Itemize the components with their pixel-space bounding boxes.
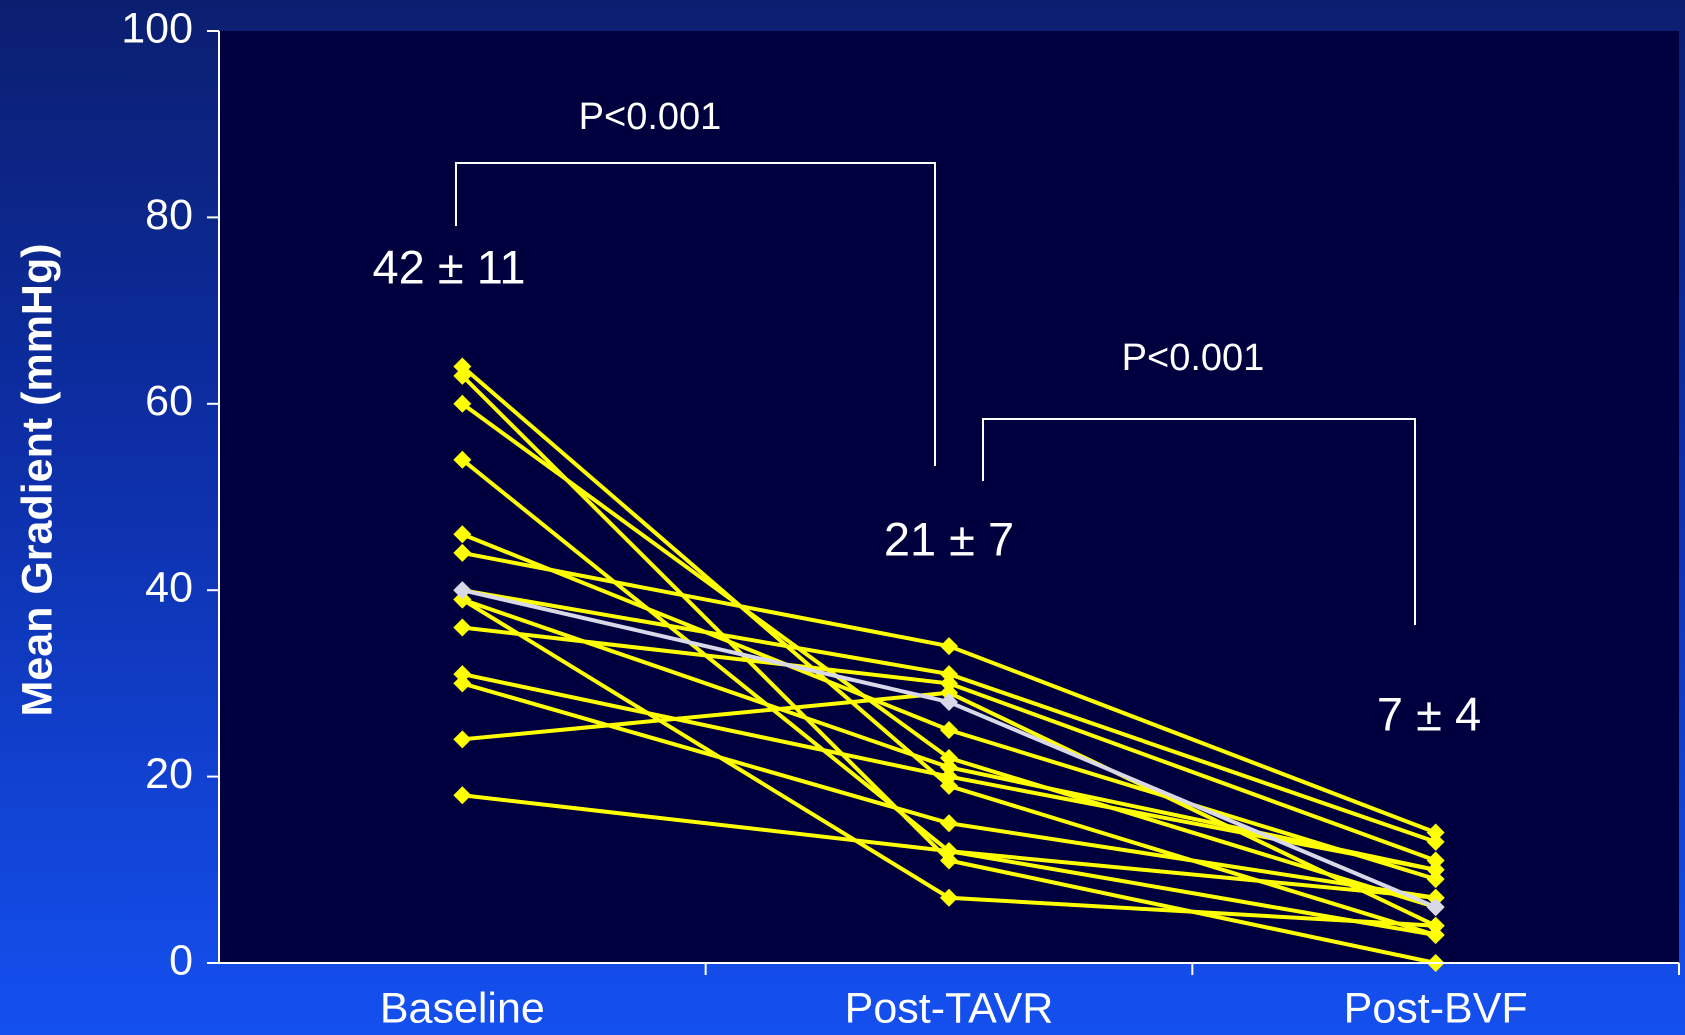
point-marker (940, 776, 958, 795)
point-marker (940, 721, 958, 739)
y-tick-label: 0 (169, 936, 193, 984)
bracket (982, 418, 1416, 625)
point-marker (453, 786, 472, 805)
point-marker (1426, 851, 1445, 870)
annotation: 42 ± 11 (373, 240, 526, 293)
point-marker (453, 543, 472, 562)
point-marker (940, 637, 958, 656)
x-tick-label: Post-TAVR (845, 984, 1054, 1032)
point-marker (453, 450, 472, 469)
annotation: 21 ± 7 (884, 512, 1014, 565)
annotation: 7 ± 4 (1377, 687, 1481, 740)
y-axis-label: Mean Gradient (mmHg) (13, 243, 61, 716)
point-marker (453, 525, 472, 544)
plot-area (219, 31, 1679, 963)
x-tick-label: Baseline (380, 984, 545, 1032)
point-marker (940, 674, 958, 693)
point-marker (1426, 860, 1445, 879)
point-marker (453, 581, 472, 600)
point-marker (1426, 898, 1445, 917)
y-tick-label: 100 (121, 4, 193, 52)
point-marker (1426, 870, 1445, 889)
annotation: P<0.001 (579, 96, 722, 138)
point-marker (940, 814, 958, 833)
point-marker (940, 888, 958, 907)
brackets (455, 162, 1416, 625)
point-marker (940, 851, 958, 870)
point-marker (1426, 823, 1445, 842)
y-tick-label: 60 (145, 377, 193, 425)
annotation: P<0.001 (1122, 337, 1265, 379)
point-marker (453, 366, 472, 385)
point-marker (453, 730, 472, 749)
point-marker (940, 693, 958, 712)
point-marker (453, 357, 472, 376)
bracket (455, 162, 936, 466)
point-marker (940, 683, 958, 702)
x-tick-label: Post-BVF (1344, 984, 1528, 1032)
y-tick-label: 20 (145, 750, 193, 798)
point-marker (453, 665, 472, 684)
data-layer (453, 357, 1445, 972)
point-marker (940, 758, 958, 777)
point-marker (1426, 916, 1445, 935)
point-marker (1426, 888, 1445, 907)
point-marker (940, 767, 958, 786)
point-marker (1426, 926, 1445, 945)
y-tick-label: 80 (145, 191, 193, 239)
y-tick-label: 40 (145, 564, 193, 612)
point-marker (940, 748, 958, 767)
point-marker (453, 590, 472, 609)
point-marker (940, 665, 958, 684)
point-marker (1426, 832, 1445, 851)
point-marker (453, 394, 472, 413)
point-marker (940, 842, 958, 861)
point-marker (453, 674, 472, 693)
point-marker (453, 618, 472, 637)
